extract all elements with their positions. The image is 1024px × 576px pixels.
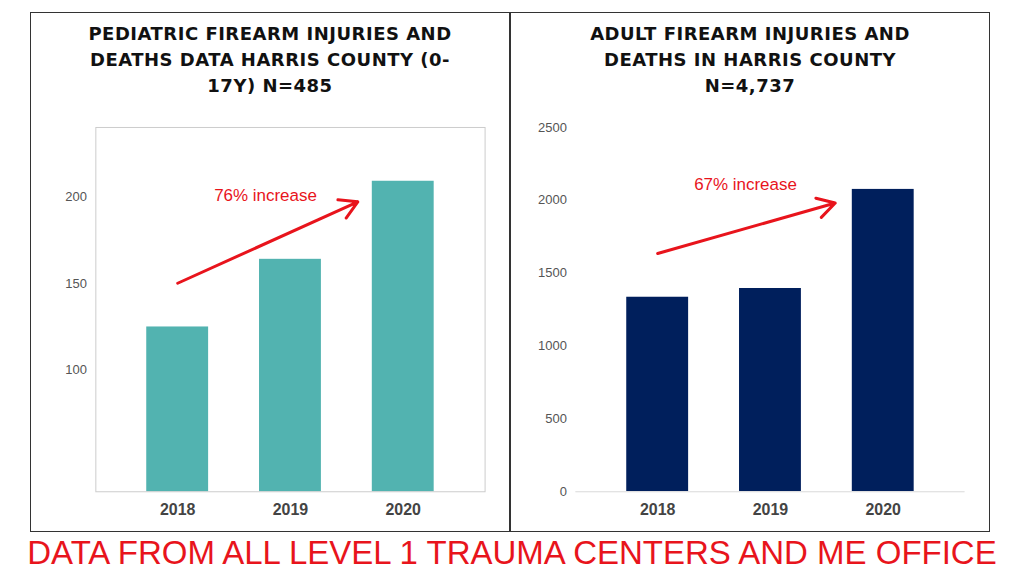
html-text:ADULT FIREARM INJURIES AND DEA: ADULT FIREARM INJURIES AND DEATHS IN HAR… — [590, 23, 910, 97]
svg-text:1500: 1500 — [538, 265, 567, 280]
svg-text:100: 100 — [65, 362, 87, 377]
svg-text:200: 200 — [65, 189, 87, 204]
svg-text:76% increase: 76% increase — [214, 186, 317, 205]
svg-text:2500: 2500 — [538, 119, 567, 134]
svg-text:2020: 2020 — [865, 501, 901, 518]
svg-text:2000: 2000 — [538, 192, 567, 207]
html-text:DATA FROM ALL LEVEL 1 TRAUMA C: DATA FROM ALL LEVEL 1 TRAUMA CENTERS AND… — [27, 534, 997, 571]
svg-text:1000: 1000 — [538, 338, 567, 353]
svg-text:2019: 2019 — [753, 501, 789, 518]
svg-text:2018: 2018 — [640, 501, 676, 518]
svg-text:500: 500 — [545, 411, 567, 426]
svg-text:0: 0 — [560, 484, 567, 499]
svg-text:67% increase: 67% increase — [694, 175, 797, 194]
svg-text:150: 150 — [65, 276, 87, 291]
html-text:PEDIATRIC FIREARM INJURIES AND: PEDIATRIC FIREARM INJURIES AND DEATHS DA… — [88, 23, 452, 97]
svg-text:2019: 2019 — [273, 501, 309, 518]
svg-text:2020: 2020 — [385, 501, 421, 518]
svg-text:2018: 2018 — [160, 501, 196, 518]
